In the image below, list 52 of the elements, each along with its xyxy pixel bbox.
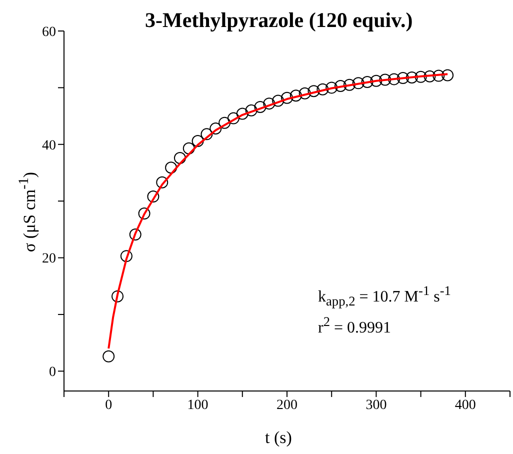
point xyxy=(414,70,427,83)
y-tick-label: 0 xyxy=(49,365,56,380)
point xyxy=(406,71,418,84)
point xyxy=(227,112,240,124)
point xyxy=(102,350,115,362)
point xyxy=(361,76,374,88)
x-tick-label: 100 xyxy=(187,398,208,413)
point xyxy=(156,176,168,188)
point xyxy=(182,142,195,154)
point xyxy=(343,78,356,91)
point xyxy=(316,83,329,96)
point xyxy=(138,208,150,220)
point xyxy=(174,152,186,164)
point xyxy=(120,250,132,262)
point xyxy=(442,69,454,82)
point xyxy=(298,87,311,100)
point xyxy=(129,228,142,241)
point xyxy=(272,94,284,107)
point xyxy=(290,90,302,102)
point xyxy=(210,122,222,135)
x-tick-label: 0 xyxy=(105,398,112,413)
point xyxy=(147,190,160,203)
point xyxy=(254,100,266,113)
point xyxy=(370,74,382,87)
point xyxy=(326,82,338,94)
x-tick-label: 300 xyxy=(366,398,387,413)
point xyxy=(200,128,213,140)
point xyxy=(396,72,409,84)
point xyxy=(112,290,124,302)
point xyxy=(352,77,364,90)
point xyxy=(192,134,204,147)
point xyxy=(218,116,231,129)
point xyxy=(281,92,293,104)
y-tick-label: 60 xyxy=(42,24,56,40)
x-tick-label: 400 xyxy=(454,398,476,413)
point xyxy=(245,104,258,116)
chart-title: 3-Methylpyrazole (120 equiv.) xyxy=(145,8,413,33)
annotation: k$_{app,2}$ = 10.7 M$^{-1}$ s$^{-1}$ xyxy=(318,283,451,310)
point xyxy=(263,98,276,110)
point xyxy=(308,85,320,98)
x-tick-label: 200 xyxy=(276,398,298,413)
point xyxy=(236,108,248,120)
point xyxy=(424,70,436,82)
y-tick-label: 20 xyxy=(42,252,56,267)
x-axis-title: t (s) xyxy=(265,428,292,448)
point xyxy=(388,73,400,86)
annotation: r$^{2}$ = 0.9991 xyxy=(318,314,392,338)
point xyxy=(432,70,445,82)
y-tick-label: 40 xyxy=(42,138,56,154)
point xyxy=(379,74,392,86)
point xyxy=(165,162,178,174)
point xyxy=(334,80,347,92)
